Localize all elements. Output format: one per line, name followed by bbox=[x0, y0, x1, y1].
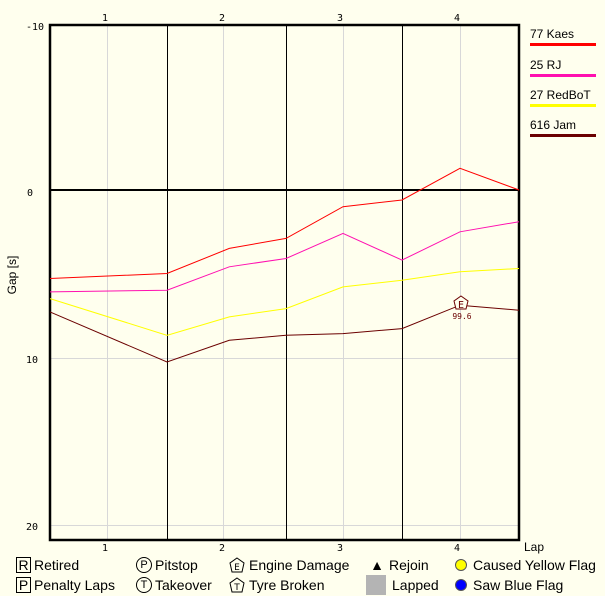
key-pitstop: P Pitstop bbox=[136, 555, 198, 575]
key-tyre-broken: T Tyre Broken bbox=[228, 575, 324, 595]
key-caused-yellow-flag: Caused Yellow Flag bbox=[452, 555, 596, 575]
key-label: Takeover bbox=[155, 577, 212, 593]
series-line bbox=[49, 304, 520, 363]
lap-separators bbox=[167, 25, 403, 540]
legend-label: 27 RedBoT bbox=[530, 88, 591, 102]
key-label: Saw Blue Flag bbox=[473, 577, 564, 593]
grid-lines bbox=[50, 25, 519, 540]
key-retired: R Retired bbox=[16, 555, 79, 575]
y-tick: 0 bbox=[27, 188, 33, 199]
key-lapped: Lapped bbox=[366, 575, 439, 595]
x-tick-top: 1 bbox=[102, 13, 108, 24]
key-label: Penalty Laps bbox=[34, 577, 115, 593]
key-label: Rejoin bbox=[389, 557, 429, 573]
legend-swatch bbox=[530, 104, 596, 107]
svg-text:T: T bbox=[233, 583, 240, 593]
rejoin-icon: ▲ bbox=[370, 557, 384, 573]
y-tick: 20 bbox=[26, 522, 38, 533]
x-axis-label: Lap bbox=[524, 540, 544, 554]
plot-area bbox=[50, 25, 519, 540]
x-tick-top: 2 bbox=[219, 13, 225, 24]
key-takeover: T Takeover bbox=[136, 575, 212, 595]
legend-label: 77 Kaes bbox=[530, 27, 575, 41]
x-tick-bottom: 1 bbox=[102, 543, 108, 554]
key-saw-blue-flag: Saw Blue Flag bbox=[452, 575, 563, 595]
y-tick: -10 bbox=[26, 22, 44, 33]
legend-item-jam: 616 Jam bbox=[530, 118, 596, 137]
key-penalty-laps: P Penalty Laps bbox=[16, 575, 115, 595]
legend-swatch bbox=[530, 74, 596, 77]
pitstop-icon: P bbox=[136, 557, 152, 573]
key-label: Tyre Broken bbox=[249, 577, 325, 593]
legend-item-kaes: 77 Kaes bbox=[530, 27, 596, 46]
tyre-broken-icon: T bbox=[228, 576, 246, 594]
legend-item-redbot: 27 RedBoT bbox=[530, 88, 596, 107]
marker-value: 99.6 bbox=[452, 312, 471, 321]
penalty-laps-icon: P bbox=[16, 577, 31, 593]
x-tick-top: 4 bbox=[454, 13, 460, 24]
series-line bbox=[49, 268, 520, 336]
key-label: Pitstop bbox=[155, 557, 198, 573]
x-tick-bottom: 3 bbox=[337, 543, 343, 554]
plot-border bbox=[48, 23, 521, 542]
x-tick-bottom: 2 bbox=[219, 543, 225, 554]
legend-item-rj: 25 RJ bbox=[530, 58, 596, 77]
legend-swatch bbox=[530, 134, 596, 137]
blue-flag-icon bbox=[455, 579, 467, 591]
x-tick-top: 3 bbox=[337, 13, 343, 24]
key-engine-damage: E Engine Damage bbox=[228, 555, 349, 575]
engine-damage-icon: E bbox=[458, 300, 464, 311]
lapped-icon bbox=[366, 575, 386, 595]
svg-text:E: E bbox=[234, 563, 240, 573]
legend-swatch bbox=[530, 43, 596, 46]
yellow-flag-icon bbox=[455, 559, 467, 571]
legend-label: 25 RJ bbox=[530, 58, 562, 72]
key-label: Lapped bbox=[392, 577, 439, 593]
engine-damage-icon: E bbox=[228, 556, 246, 574]
series-line bbox=[49, 167, 520, 279]
key-label: Engine Damage bbox=[249, 557, 350, 573]
y-axis-label: Gap [s] bbox=[5, 256, 19, 295]
key-label: Retired bbox=[34, 557, 80, 573]
series-line bbox=[49, 221, 520, 293]
key-label: Caused Yellow Flag bbox=[473, 557, 596, 573]
engine-damage-marker: E 99.6 bbox=[452, 295, 472, 321]
legend-label: 616 Jam bbox=[530, 118, 577, 132]
gap-chart: E 99.6 -10 0 10 20 1 2 3 4 1 2 3 4 Lap G… bbox=[5, 13, 544, 554]
key-rejoin: ▲ Rejoin bbox=[368, 555, 429, 575]
x-tick-bottom: 4 bbox=[454, 543, 460, 554]
y-tick: 10 bbox=[26, 355, 38, 366]
takeover-icon: T bbox=[136, 577, 152, 593]
retired-icon: R bbox=[16, 557, 31, 573]
series-lines bbox=[49, 167, 520, 363]
